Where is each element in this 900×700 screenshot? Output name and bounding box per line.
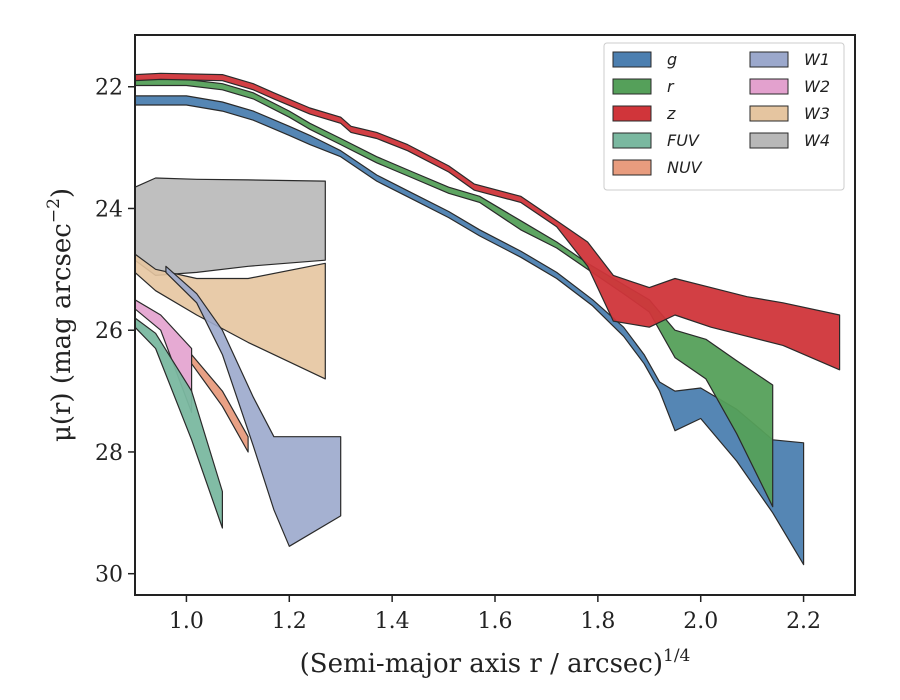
legend-label-w2: W2: [804, 77, 830, 96]
x-tick-label: 1.8: [580, 609, 615, 634]
legend: grz FUV NUV W1 W2 W3 W4: [603, 42, 845, 191]
legend-label-r: r: [667, 77, 675, 96]
band-g: [135, 95, 805, 566]
legend-swatch-w2: [749, 78, 789, 95]
y-axis-title: μ(r) (mag arcsec−2): [44, 188, 77, 442]
y-tick-label: 30: [95, 563, 123, 588]
legend-swatch-g: [612, 51, 652, 68]
y-axis-title-exponent: −2: [44, 198, 64, 223]
legend-swatch-w4: [749, 132, 789, 149]
ticks-layer: 1.0 1.2 1.4 1.6 1.8 2.0 2.2 22 24 26 28 30: [95, 76, 821, 634]
x-tick-label: 2.2: [786, 609, 821, 634]
x-axis-title-main: (Semi-major axis r / arcsec): [300, 649, 663, 679]
legend-swatch-z: [612, 105, 652, 122]
band-z: [135, 72, 841, 371]
band-w1: [165, 265, 342, 547]
legend-label-g: g: [667, 50, 677, 69]
x-tick-label: 1.0: [169, 609, 204, 634]
band-nuv: [191, 354, 249, 453]
x-tick-label: 1.2: [272, 609, 307, 634]
x-axis-title-exponent: 1/4: [663, 646, 690, 666]
band-fuv: [135, 317, 223, 529]
y-tick-label: 22: [95, 76, 123, 101]
legend-swatch-w3: [749, 105, 789, 122]
legend-swatch-w1: [749, 51, 789, 68]
y-axis-title-close: ): [47, 188, 77, 198]
band-r: [135, 78, 774, 508]
legend-swatch-nuv: [612, 159, 652, 176]
legend-label-nuv: NUV: [667, 158, 703, 177]
x-tick-label: 1.6: [478, 609, 513, 634]
legend-label-w4: W4: [804, 131, 830, 150]
legend-label-w3: W3: [804, 104, 830, 123]
y-axis-title-main: μ(r) (mag arcsec: [47, 223, 77, 442]
legend-label-fuv: FUV: [667, 131, 700, 150]
x-tick-label: 1.4: [375, 609, 410, 634]
legend-label-w1: W1: [804, 50, 830, 69]
legend-swatch-r: [612, 78, 652, 95]
x-tick-label: 2.0: [683, 609, 718, 634]
y-tick-label: 24: [95, 197, 123, 222]
band-w4: [135, 177, 326, 276]
y-tick-label: 28: [95, 441, 123, 466]
legend-label-z: z: [666, 104, 676, 123]
x-axis-title: (Semi-major axis r / arcsec)1/4: [300, 646, 691, 679]
bands-layer: [135, 72, 841, 566]
legend-swatch-fuv: [612, 132, 652, 149]
y-tick-label: 26: [95, 319, 123, 344]
